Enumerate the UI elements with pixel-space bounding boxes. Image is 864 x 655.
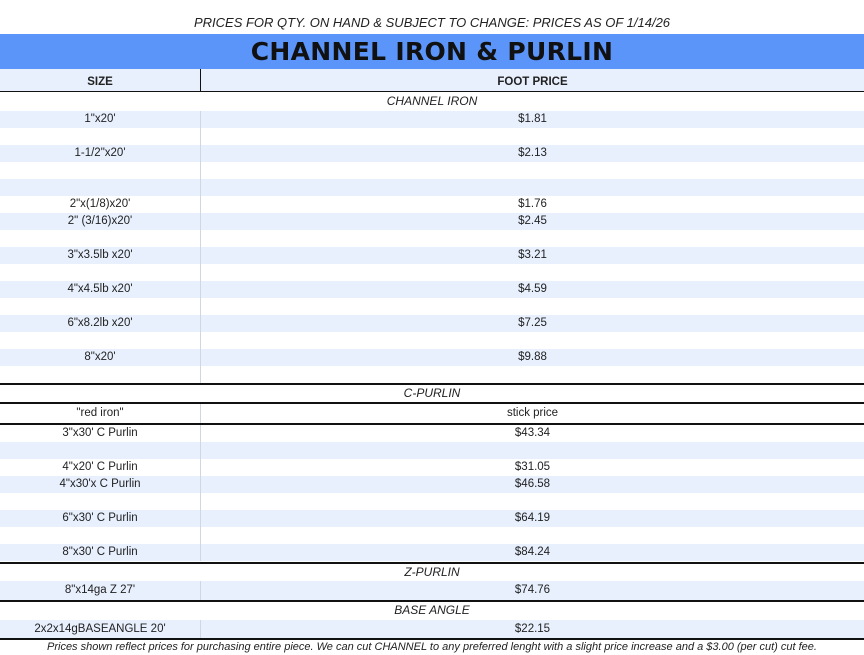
size-cell: 4"x30'x C Purlin [0, 476, 201, 493]
table-row [0, 230, 864, 247]
price-cell: $22.15 [514, 623, 551, 635]
price-cell: $1.76 [518, 198, 547, 210]
size-cell [0, 493, 201, 510]
size-cell: 1-1/2"x20' [0, 145, 201, 162]
size-cell: 4"x20' C Purlin [0, 459, 201, 476]
footer-note: Prices shown reflect prices for purchasi… [47, 641, 817, 653]
foot-price-column-header: FOOT PRICE [497, 76, 568, 88]
size-column-header: SIZE [0, 69, 201, 91]
table-row: 6"x8.2lb x20' $7.25 [0, 315, 864, 332]
table-row [0, 366, 864, 383]
table-row: 8"x14ga Z 27' $74.76 [0, 581, 864, 600]
price-cell: $3.21 [518, 249, 547, 261]
price-cell: $64.19 [514, 512, 551, 524]
section-label: BASE ANGLE [0, 602, 864, 618]
table-row [0, 527, 864, 544]
table-row: 4"x20' C Purlin $31.05 [0, 459, 864, 476]
section-divider [0, 383, 864, 385]
section-label: C-PURLIN [0, 385, 864, 402]
size-cell [0, 128, 201, 145]
table-row: 3"x3.5lb x20' $3.21 [0, 247, 864, 264]
table-row: 2"x(1/8)x20' $1.76 [0, 196, 864, 213]
table-row: 8"x20' $9.88 [0, 349, 864, 366]
price-cell: $46.58 [514, 478, 551, 490]
size-cell: 8"x14ga Z 27' [0, 581, 201, 600]
section-divider [0, 423, 864, 425]
size-cell: "red iron" [0, 404, 201, 423]
size-cell: 3"x3.5lb x20' [0, 247, 201, 264]
size-cell [0, 366, 201, 383]
page-title: CHANNEL IRON & PURLIN [0, 34, 864, 69]
section-divider [0, 638, 864, 640]
table-row: 1"x20' $1.81 [0, 111, 864, 128]
size-cell [0, 264, 201, 281]
table-row: 6"x30' C Purlin $64.19 [0, 510, 864, 527]
price-cell: $1.81 [518, 113, 547, 125]
column-header-row: SIZE FOOT PRICE [0, 69, 864, 93]
table-row: 2" (3/16)x20' $2.45 [0, 213, 864, 230]
price-cell: stick price [506, 407, 559, 419]
size-cell: 6"x30' C Purlin [0, 510, 201, 527]
table-row: 4"x30'x C Purlin $46.58 [0, 476, 864, 493]
size-cell [0, 230, 201, 247]
size-cell: 2x2x14gBASEANGLE 20' [0, 620, 201, 638]
section-divider [0, 402, 864, 404]
size-cell: 8"x30' C Purlin [0, 544, 201, 561]
table-row: 2x2x14gBASEANGLE 20' $22.15 [0, 620, 864, 638]
size-cell [0, 298, 201, 315]
size-cell [0, 162, 201, 179]
table-row [0, 442, 864, 459]
table-row [0, 493, 864, 510]
table-row: 3"x30' C Purlin $43.34 [0, 425, 864, 442]
size-cell [0, 527, 201, 544]
size-cell: 2" (3/16)x20' [0, 213, 201, 230]
table-row: 4"x4.5lb x20' $4.59 [0, 281, 864, 298]
table-row [0, 298, 864, 315]
table-row: 8"x30' C Purlin $84.24 [0, 544, 864, 561]
section-divider [0, 600, 864, 602]
table-row [0, 332, 864, 349]
price-cell: $2.45 [518, 215, 547, 227]
section-label: Z-PURLIN [0, 564, 864, 580]
price-notice: PRICES FOR QTY. ON HAND & SUBJECT TO CHA… [193, 15, 671, 30]
price-cell: $84.24 [514, 546, 551, 558]
table-row [0, 264, 864, 281]
size-cell: 1"x20' [0, 111, 201, 128]
size-cell: 8"x20' [0, 349, 201, 366]
size-cell [0, 179, 201, 196]
price-cell: $2.13 [518, 147, 547, 159]
price-cell: $31.05 [514, 461, 551, 473]
section-divider [0, 562, 864, 564]
size-cell: 4"x4.5lb x20' [0, 281, 201, 298]
price-cell: $7.25 [518, 317, 547, 329]
size-cell [0, 332, 201, 349]
price-cell: $43.34 [514, 427, 551, 439]
size-cell [0, 442, 201, 459]
price-cell: $4.59 [518, 283, 547, 295]
table-row [0, 179, 864, 196]
price-cell: $74.76 [514, 584, 551, 596]
size-cell: 6"x8.2lb x20' [0, 315, 201, 332]
table-row [0, 128, 864, 145]
section-label: CHANNEL IRON [0, 92, 864, 110]
size-cell: 3"x30' C Purlin [0, 425, 201, 442]
size-cell: 2"x(1/8)x20' [0, 196, 201, 213]
table-row: 1-1/2"x20' $2.13 [0, 145, 864, 162]
price-cell: $9.88 [518, 351, 547, 363]
subheader-row: "red iron" stick price [0, 404, 864, 423]
table-row [0, 162, 864, 179]
